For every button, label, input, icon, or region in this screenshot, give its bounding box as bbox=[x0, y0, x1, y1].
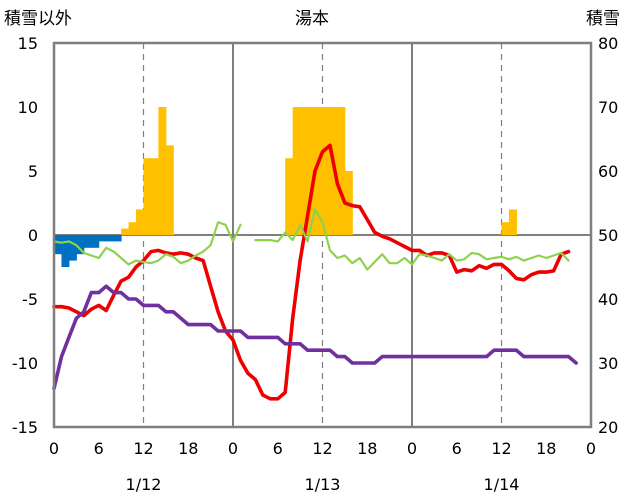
precip-bar bbox=[61, 235, 70, 267]
left-tick-label: -5 bbox=[22, 290, 38, 309]
x-tick-label: 0 bbox=[228, 439, 238, 458]
left-tick-label: 15 bbox=[18, 34, 38, 53]
precip-bar bbox=[98, 235, 107, 242]
snowfall-bar bbox=[315, 107, 323, 235]
snowfall-bar bbox=[508, 209, 517, 235]
snowfall-bar bbox=[150, 158, 159, 235]
bar-series bbox=[54, 107, 517, 267]
snowfall-bar bbox=[136, 209, 144, 235]
precip-bar bbox=[83, 235, 92, 248]
left-axis-label: 積雪以外 bbox=[4, 9, 72, 29]
left-tick-label: 0 bbox=[28, 226, 38, 245]
left-tick-label: -10 bbox=[12, 354, 38, 373]
date-label: 1/12 bbox=[126, 475, 162, 494]
line-series bbox=[52, 143, 578, 401]
series-line-0 bbox=[52, 143, 571, 401]
x-tick-label: 12 bbox=[133, 439, 153, 458]
snowfall-bar bbox=[121, 228, 130, 235]
snowfall-bar bbox=[165, 145, 174, 235]
right-tick-label: 80 bbox=[598, 34, 618, 53]
precip-bar bbox=[91, 235, 100, 248]
snowfall-bar bbox=[292, 107, 301, 235]
right-y-ticks: 80 70 60 50 40 30 20 bbox=[598, 34, 618, 437]
date-labels: 1/12 1/13 1/14 bbox=[126, 475, 520, 494]
precip-bar bbox=[106, 235, 115, 242]
x-ticks: 0 6 12 18 0 6 12 18 0 6 12 18 0 bbox=[49, 439, 596, 458]
x-tick-label: 0 bbox=[586, 439, 596, 458]
chart-title: 湯本 bbox=[295, 9, 329, 29]
snowfall-bar bbox=[337, 107, 346, 235]
snowfall-bar bbox=[501, 222, 510, 235]
right-tick-label: 50 bbox=[598, 226, 618, 245]
x-tick-label: 12 bbox=[312, 439, 332, 458]
precip-bar bbox=[76, 235, 85, 255]
snowfall-bar bbox=[285, 158, 294, 235]
left-tick-label: 10 bbox=[18, 98, 38, 117]
right-axis-label: 積雪 bbox=[586, 9, 620, 29]
right-tick-label: 60 bbox=[598, 162, 618, 181]
right-tick-label: 30 bbox=[598, 354, 618, 373]
x-tick-label: 12 bbox=[491, 439, 511, 458]
left-tick-label: -15 bbox=[12, 418, 38, 437]
left-tick-label: 5 bbox=[28, 162, 38, 181]
date-label: 1/14 bbox=[484, 475, 520, 494]
precip-bar bbox=[54, 235, 62, 255]
x-tick-label: 18 bbox=[357, 439, 377, 458]
left-y-ticks: 15 10 5 0 -5 -10 -15 bbox=[12, 34, 38, 437]
snowfall-bar bbox=[128, 222, 137, 235]
plot-frame bbox=[52, 41, 593, 429]
x-tick-label: 0 bbox=[49, 439, 59, 458]
snowfall-bar bbox=[143, 158, 152, 235]
date-label: 1/13 bbox=[305, 475, 341, 494]
x-tick-label: 6 bbox=[452, 439, 462, 458]
right-tick-label: 40 bbox=[598, 290, 618, 309]
precip-bar bbox=[68, 235, 77, 261]
right-tick-label: 70 bbox=[598, 98, 618, 117]
snowfall-bar bbox=[158, 107, 167, 235]
x-tick-label: 18 bbox=[178, 439, 198, 458]
series-line-2 bbox=[52, 284, 578, 391]
snowfall-bar bbox=[322, 107, 331, 235]
precip-bar bbox=[113, 235, 122, 242]
x-tick-label: 6 bbox=[273, 439, 283, 458]
snowfall-bar bbox=[300, 107, 309, 235]
snowfall-bar bbox=[307, 107, 316, 235]
x-tick-label: 18 bbox=[536, 439, 556, 458]
series-line-1 bbox=[52, 208, 570, 271]
right-tick-label: 20 bbox=[598, 418, 618, 437]
x-tick-label: 0 bbox=[407, 439, 417, 458]
x-tick-label: 6 bbox=[94, 439, 104, 458]
